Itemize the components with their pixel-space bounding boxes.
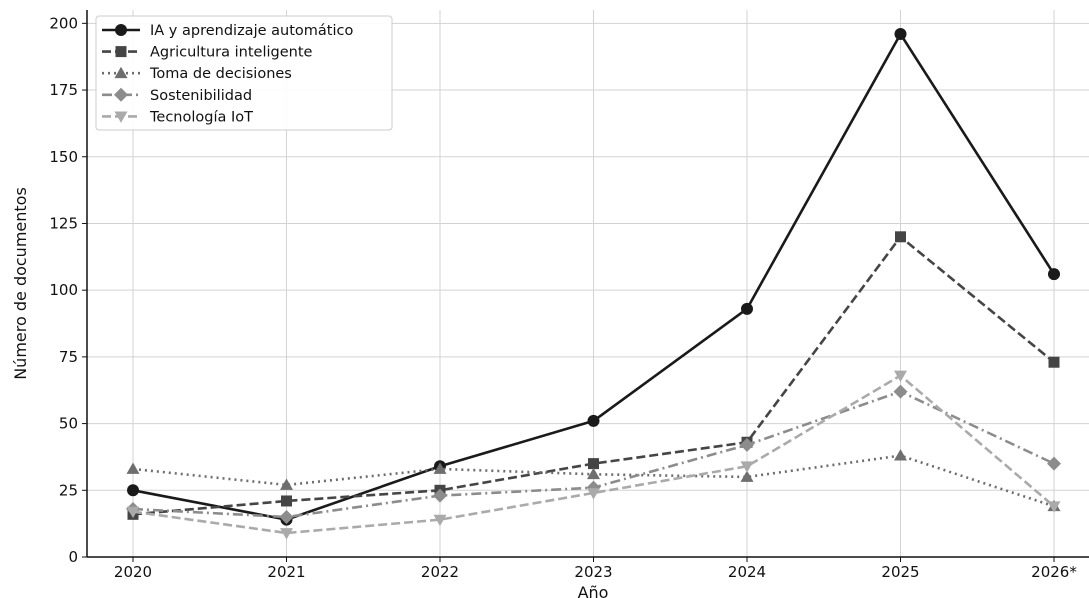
data-point xyxy=(279,509,294,524)
y-tick-label: 175 xyxy=(49,81,78,99)
legend-label: IA y aprendizaje automático xyxy=(150,23,353,39)
y-tick-label: 200 xyxy=(49,14,78,32)
x-tick-label: 2025 xyxy=(881,563,919,581)
y-tick-label: 50 xyxy=(59,415,78,433)
legend-label: Sostenibilidad xyxy=(150,88,252,104)
x-tick-label: 2026* xyxy=(1031,563,1077,581)
y-tick-label: 0 xyxy=(68,548,78,566)
x-tick-label: 2023 xyxy=(574,563,612,581)
y-tick-label: 25 xyxy=(59,481,78,499)
legend-marker xyxy=(114,66,128,79)
data-point xyxy=(894,28,907,41)
legend-label: Tecnología IoT xyxy=(149,109,253,125)
legend-marker xyxy=(114,111,128,123)
y-tick-label: 150 xyxy=(49,148,78,166)
data-point xyxy=(740,437,754,452)
data-point xyxy=(588,458,599,470)
data-point xyxy=(894,449,907,461)
data-point xyxy=(741,302,753,315)
data-point xyxy=(433,488,447,503)
axes: 0 25 50 75 100 125 150 175 200 2020 2021 2022 2023 20… xyxy=(49,10,1089,581)
y-axis-title: Número de documentos xyxy=(11,187,30,380)
data-point xyxy=(126,506,140,519)
data-point xyxy=(1047,456,1061,471)
series-5 xyxy=(126,370,1061,540)
legend-marker xyxy=(115,24,127,36)
y-tick-label: 125 xyxy=(49,214,78,232)
legend-item: Toma de decisiones xyxy=(102,66,292,82)
x-tick-label: 2022 xyxy=(421,563,459,581)
data-point xyxy=(127,484,139,497)
data-point xyxy=(280,478,293,490)
legend-box xyxy=(95,15,393,131)
data-point xyxy=(740,470,754,482)
x-tick-label: 2021 xyxy=(267,563,305,581)
legend-item: Agricultura inteligente xyxy=(102,45,313,61)
legend-marker xyxy=(115,46,127,58)
legend-marker xyxy=(114,87,128,102)
data-point xyxy=(587,488,600,500)
data-point xyxy=(1048,268,1060,281)
x-tick-label: 2024 xyxy=(728,563,766,581)
data-point xyxy=(894,370,907,383)
x-tick-label: 2020 xyxy=(114,563,152,581)
y-tick-label: 100 xyxy=(49,281,78,299)
data-point xyxy=(1048,356,1060,368)
data-point xyxy=(281,495,292,507)
data-point xyxy=(895,231,906,243)
data-point xyxy=(587,414,600,427)
data-point xyxy=(126,462,140,474)
data-point xyxy=(433,462,447,474)
series-3 xyxy=(126,449,1061,512)
legend-label: Toma de decisiones xyxy=(149,66,292,82)
data-point xyxy=(587,467,600,480)
data-point xyxy=(1047,501,1061,513)
series-group xyxy=(126,28,1061,540)
x-axis-title: Año xyxy=(578,583,609,598)
legend-label: Agricultura inteligente xyxy=(150,45,313,61)
legend: IA y aprendizaje automático Agricultura i… xyxy=(95,15,393,131)
legend-item: Tecnología IoT xyxy=(102,109,253,125)
data-point xyxy=(433,514,447,527)
legend-item: IA y aprendizaje automático xyxy=(102,23,353,39)
data-point xyxy=(280,528,293,540)
y-tick-label: 75 xyxy=(59,348,78,366)
data-point xyxy=(893,384,908,399)
legend-item: Sostenibilidad xyxy=(102,87,252,104)
data-point xyxy=(740,461,754,473)
